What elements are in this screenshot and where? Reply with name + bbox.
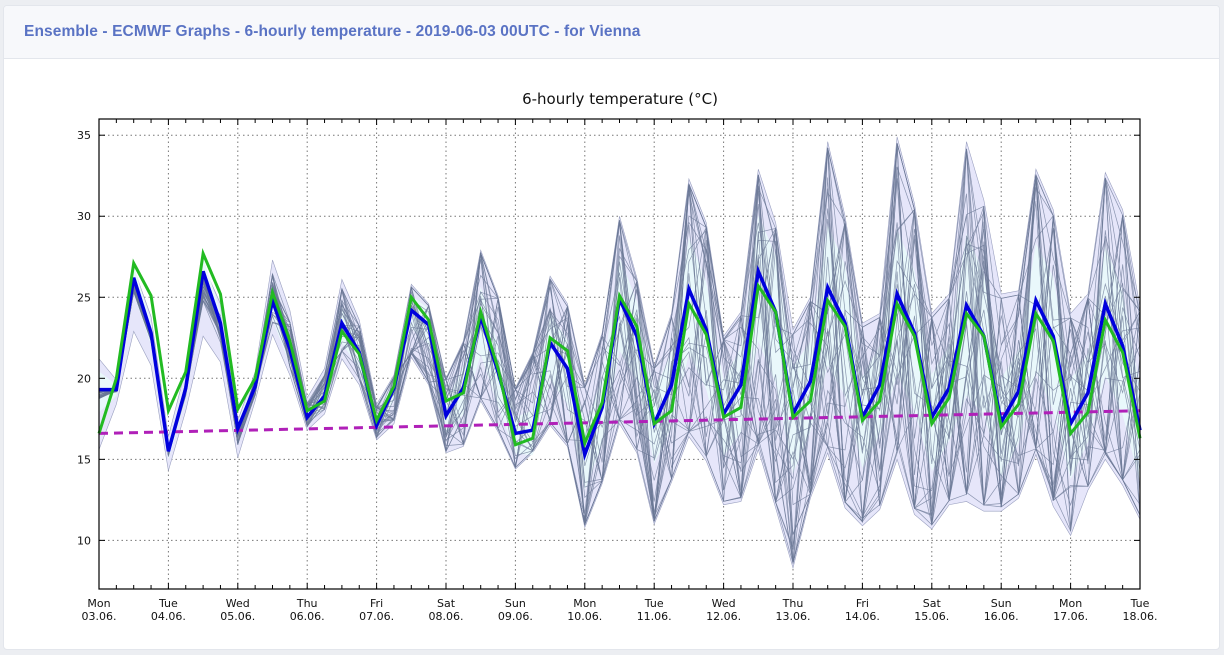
x-tick-label-date: 09.06. (498, 610, 533, 623)
x-tick-label-date: 06.06. (290, 610, 325, 623)
x-tick-label-date: 07.06. (359, 610, 394, 623)
x-tick-label-date: 03.06. (82, 610, 117, 623)
x-tick-label-day: Fri (856, 597, 869, 610)
ensemble-inner-band (99, 215, 1140, 491)
x-tick-label-date: 17.06. (1053, 610, 1088, 623)
x-tick-label-date: 15.06. (914, 610, 949, 623)
x-tick-label-day: Sun (991, 597, 1012, 610)
ensemble-member-line (98, 209, 1141, 547)
x-tick-label-date: 16.06. (984, 610, 1019, 623)
y-tick-label: 25 (77, 291, 91, 304)
x-tick-label-day: Mon (87, 597, 110, 610)
x-tick-label-day: Sat (437, 597, 456, 610)
y-tick-label: 10 (77, 534, 91, 547)
control-line (97, 248, 1142, 449)
y-tick-label: 15 (77, 453, 91, 466)
x-tick-label-day: Tue (1130, 597, 1150, 610)
axes: 101520253035Mon03.06.Tue04.06.Wed05.06.T… (77, 118, 1158, 623)
x-tick-label-day: Mon (1059, 597, 1082, 610)
x-tick-label-day: Tue (158, 597, 178, 610)
ensemble-member-line (98, 235, 1141, 523)
y-tick-label: 20 (77, 372, 91, 385)
x-tick-label-day: Sat (923, 597, 942, 610)
chart-title: 6-hourly temperature (°C) (522, 90, 718, 108)
x-tick-label-day: Wed (226, 597, 250, 610)
x-tick-label-day: Thu (782, 597, 804, 610)
x-tick-label-date: 12.06. (706, 610, 741, 623)
x-tick-label-day: Wed (712, 597, 736, 610)
x-tick-label-day: Fri (370, 597, 383, 610)
card-header: Ensemble - ECMWF Graphs - 6-hourly tempe… (4, 6, 1219, 59)
series-layer (97, 136, 1142, 570)
x-tick-label-date: 08.06. (429, 610, 464, 623)
x-tick-label-date: 10.06. (567, 610, 602, 623)
x-tick-label-date: 13.06. (776, 610, 811, 623)
y-tick-label: 35 (77, 129, 91, 142)
x-tick-label-day: Thu (296, 597, 318, 610)
x-tick-label-day: Sun (505, 597, 526, 610)
x-tick-label-date: 14.06. (845, 610, 880, 623)
x-tick-label-date: 18.06. (1123, 610, 1158, 623)
x-tick-label-date: 11.06. (637, 610, 672, 623)
climate-line (98, 409, 1141, 435)
ensemble-member-line (98, 174, 1141, 503)
y-tick-label: 30 (77, 210, 91, 223)
page-title: Ensemble - ECMWF Graphs - 6-hourly tempe… (24, 23, 641, 40)
x-tick-label-day: Tue (644, 597, 664, 610)
x-tick-label-date: 04.06. (151, 610, 186, 623)
x-tick-label-day: Mon (573, 597, 596, 610)
x-tick-label-date: 05.06. (220, 610, 255, 623)
